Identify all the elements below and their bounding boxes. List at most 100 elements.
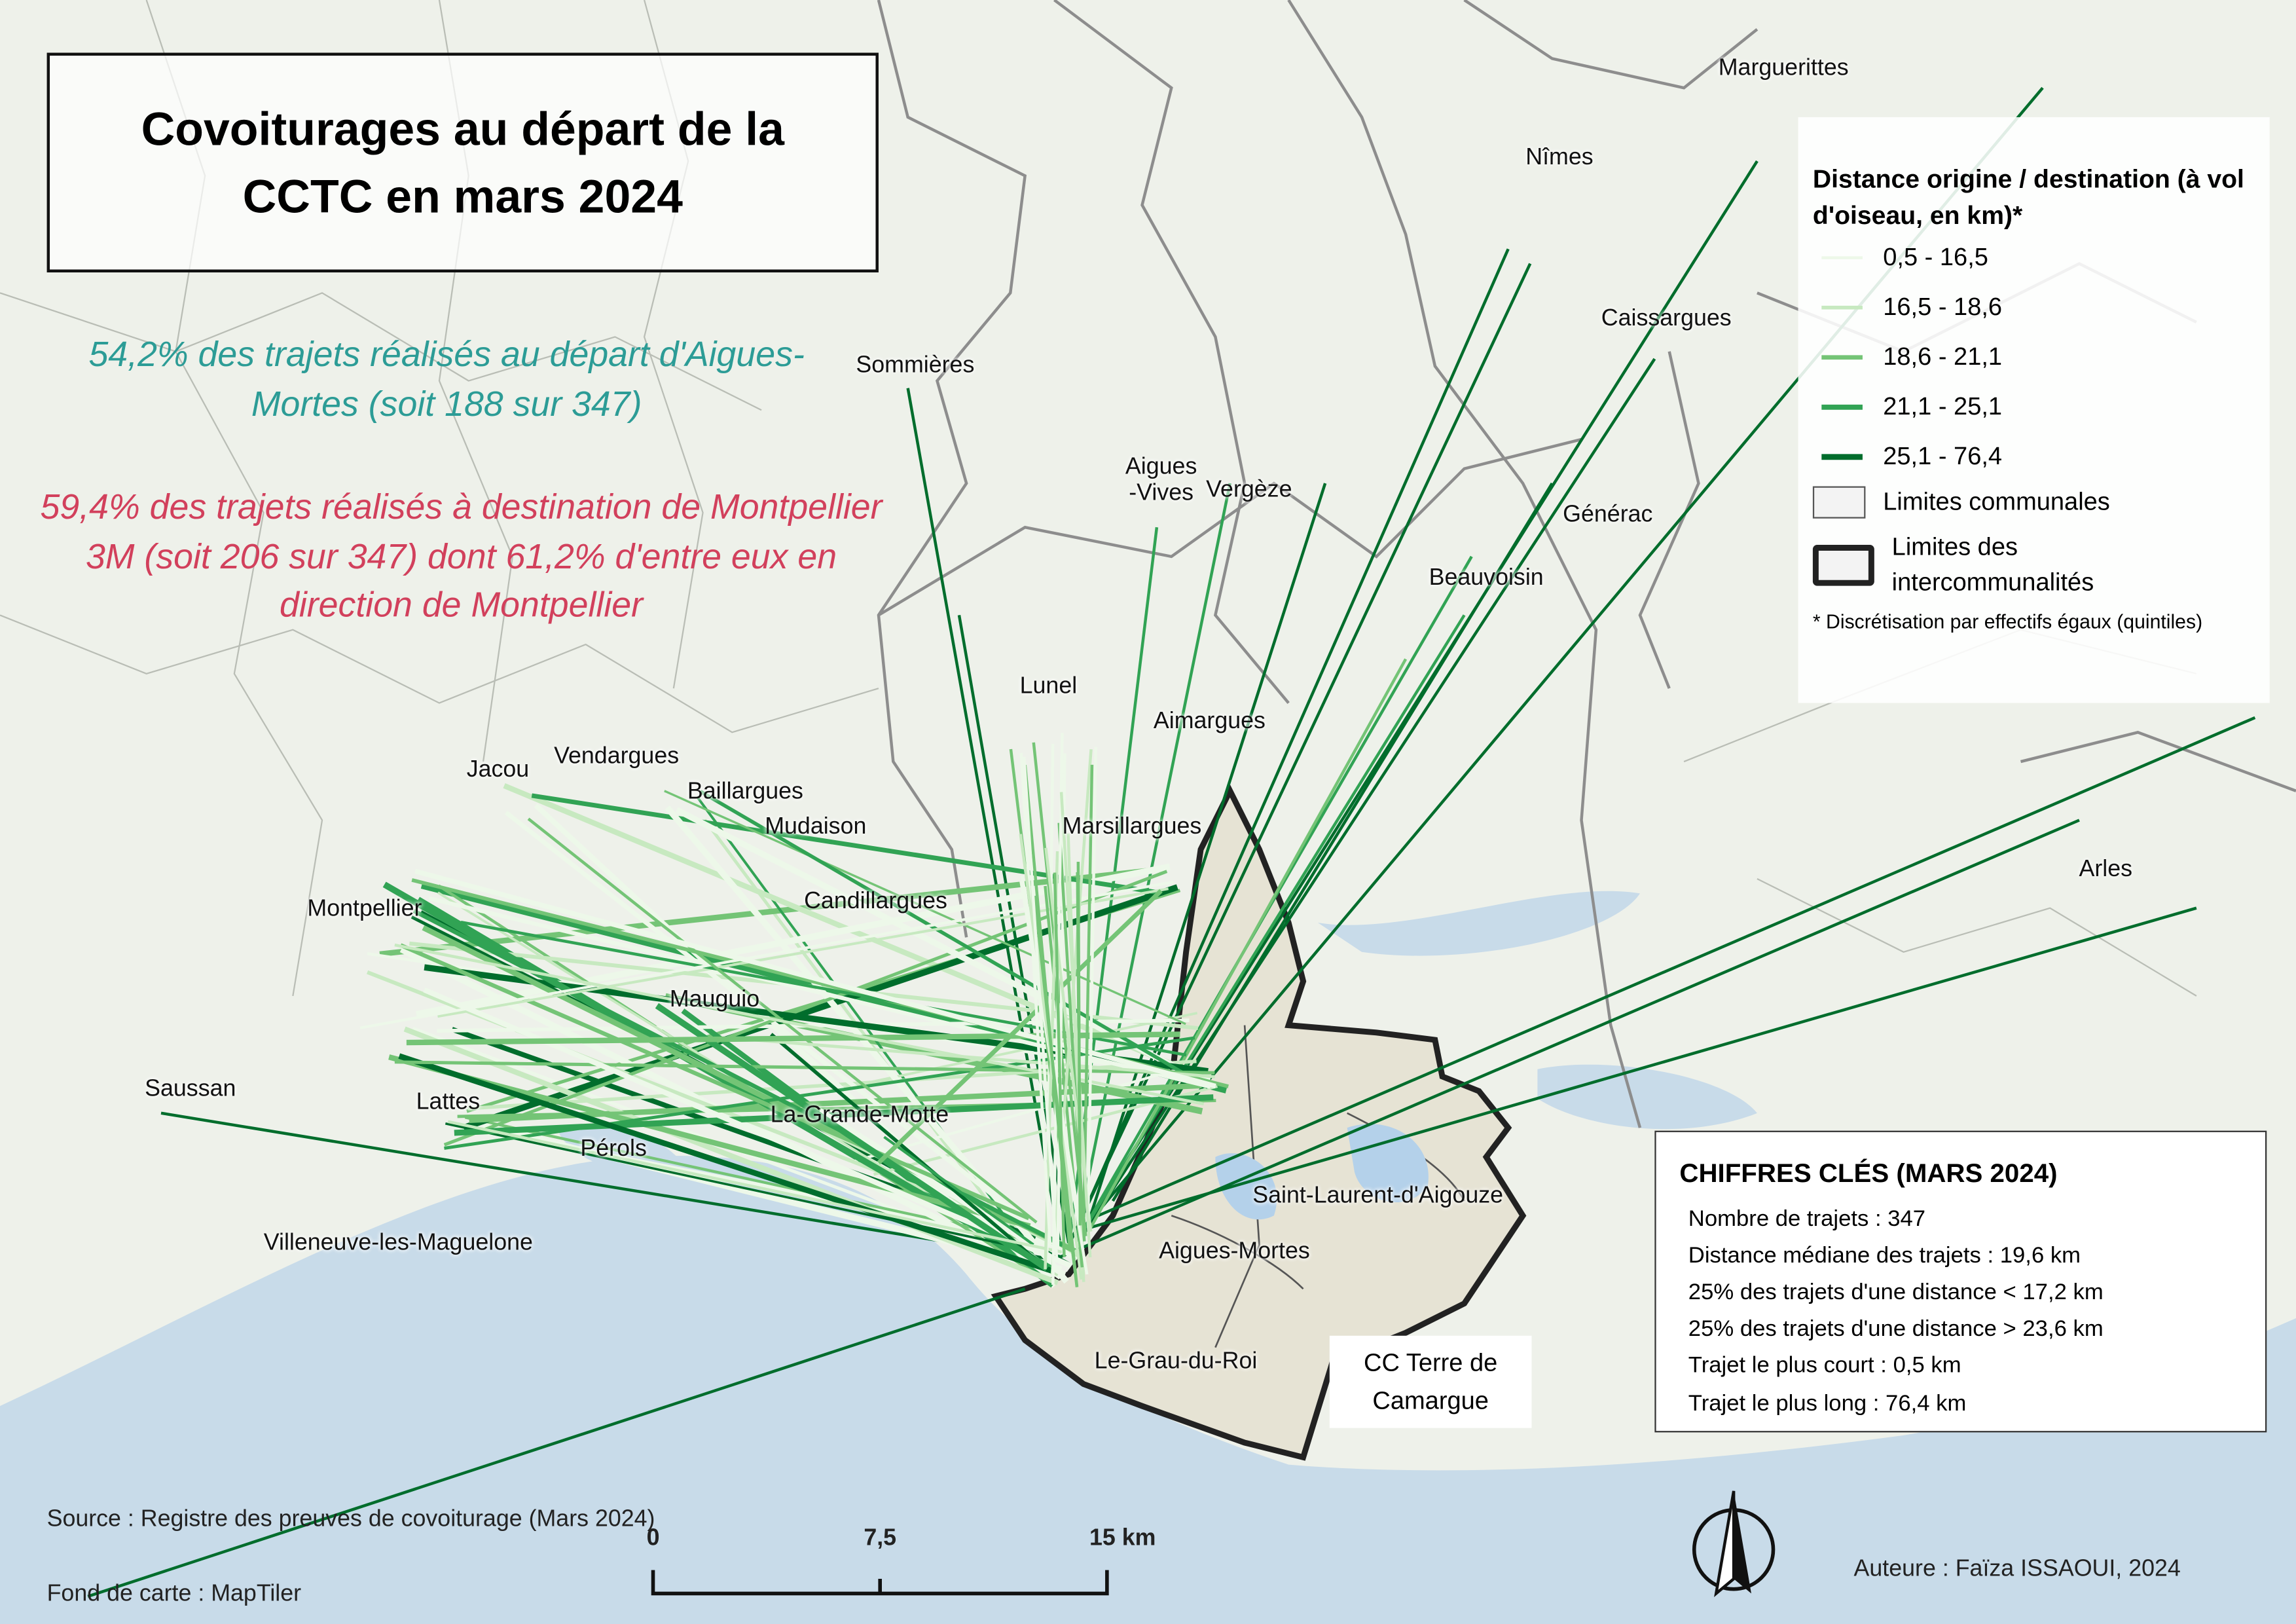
place-label: Mudaison (765, 815, 867, 840)
flow-line (87, 1287, 1026, 1598)
flow-line (811, 1012, 1198, 1096)
flow-line (818, 1108, 1057, 1263)
legend-item: Limites communales (1812, 485, 2255, 521)
north-arrow (1692, 1490, 1776, 1598)
scale-bar-line (651, 1570, 1109, 1596)
flow-line (1033, 895, 1079, 1287)
legend-swatch (1821, 404, 1863, 410)
key-figure: Distance médiane des trajets : 19,6 km (1688, 1244, 2081, 1269)
legend-classes: 0,5 - 16,5 16,5 - 18,6 18,6 - 21,1 21,1 - 2… (1813, 233, 2255, 482)
legend: Distance origine / destination (à vol d'… (1798, 117, 2270, 703)
flow-line (1053, 872, 1066, 1257)
legend-label: Limites des intercommunalités (1891, 532, 2094, 597)
flow-line (1076, 861, 1082, 1226)
place-label: Beauvoisin (1429, 565, 1544, 591)
north-right (1734, 1490, 1751, 1594)
flow-line (414, 868, 1216, 1089)
place-label: Montpellier (307, 896, 422, 922)
place-label: Saussan (145, 1077, 236, 1102)
flow-line (1032, 742, 1087, 1236)
legend-label: 18,6 - 21,1 (1883, 342, 2003, 371)
place-label: Vergèze (1206, 477, 1292, 503)
place-label: Arles (2079, 857, 2132, 882)
place-label: Candillargues (804, 889, 947, 915)
place-label: Aigues -Vives (1125, 454, 1197, 506)
flow-line (464, 1116, 1018, 1239)
title: Covoiturages au départ de la CCTC en mar… (141, 101, 784, 223)
key-figure: Nombre de trajets : 347 (1688, 1206, 1926, 1232)
flow-line (423, 987, 1072, 1268)
highlight-departure: 54,2% des trajets réalisés au départ d'A… (88, 335, 805, 424)
flow-line (655, 1003, 1049, 1272)
flow-line (883, 1135, 1034, 1246)
place-label: Caissargues (1601, 306, 1732, 331)
place-label: Générac (1563, 502, 1653, 528)
place-label: Nîmes (1525, 145, 1594, 170)
flow-line (1082, 764, 1094, 1218)
key-figure: Trajet le plus long : 76,4 km (1688, 1390, 1967, 1416)
place-label: Lattes (416, 1090, 481, 1115)
legend-title: Distance origine / destination (à vol d'… (1812, 164, 2244, 230)
flow-line (664, 790, 1186, 1025)
legend-item: 21,1 - 25,1 (1813, 382, 2255, 432)
title-box: Covoiturages au départ de la CCTC en mar… (46, 52, 879, 273)
legend-swatch (1821, 454, 1863, 460)
scale-bar (651, 1570, 1109, 1596)
legend-label: Limites communales (1883, 487, 2110, 516)
legend-box (1812, 487, 1866, 519)
place-label: Aigues-Mortes (1159, 1239, 1310, 1264)
flow-line (877, 889, 1163, 1165)
legend-label: 16,5 - 18,6 (1883, 293, 2003, 321)
legend-swatch (1821, 305, 1863, 310)
flow-line (445, 1122, 1061, 1258)
place-label: Baillargues (687, 779, 803, 805)
salt-marshes (1215, 1124, 1429, 1220)
key-figure: Trajet le plus court : 0,5 km (1688, 1354, 1961, 1379)
flow-line (1059, 792, 1092, 1258)
place-label: Aimargues (1153, 709, 1266, 734)
legend-note: * Discrétisation par effectifs égaux (qu… (1812, 610, 2203, 633)
flow-line (403, 1026, 1059, 1285)
place-label: Le-Grau-du-Roi (1094, 1349, 1258, 1375)
place-label: Pérols (580, 1137, 647, 1162)
key-figures-title: CHIFFRES CLÉS (MARS 2024) (1679, 1158, 2058, 1188)
flow-line (770, 1033, 1042, 1265)
place-label: Vendargues (554, 744, 680, 769)
flow-line (1067, 263, 1532, 1246)
legend-label: 21,1 - 25,1 (1883, 392, 2003, 420)
flow-line (699, 790, 1209, 1089)
flow-line (1082, 483, 1327, 1238)
place-label: Mauguio (669, 987, 760, 1012)
legend-swatch (1821, 256, 1863, 259)
legend-item: 0,5 - 16,5 (1813, 233, 2255, 283)
flow-line (1053, 819, 2080, 1261)
legend-label: 0,5 - 16,5 (1883, 243, 1988, 271)
flow-line (750, 1038, 1215, 1079)
sea (0, 1155, 2296, 1624)
flow-line (1022, 756, 1059, 1263)
flow-line (1074, 483, 1231, 1238)
territory-label: CC Terre de Camargue (1329, 1335, 1532, 1428)
legend-item: 18,6 - 21,1 (1813, 333, 2255, 382)
scale-label: 7,5 (864, 1526, 897, 1551)
key-figures: CHIFFRES CLÉS (MARS 2024) Nombre de traj… (1654, 1130, 2267, 1433)
communal-limits (877, 0, 2296, 1128)
flow-line (416, 863, 1171, 1018)
legend-label: 25,1 - 76,4 (1883, 442, 2003, 470)
key-figure: 25% des trajets d'une distance < 17,2 km (1688, 1280, 2104, 1306)
highlight-destination: 59,4% des trajets réalisés à destination… (40, 487, 883, 626)
flow-line (398, 1053, 1053, 1274)
key-figures-list: Nombre de trajets : 347 Distance médiane … (1679, 1201, 2242, 1422)
flow-line (1089, 658, 1408, 1228)
legend-item: Limites des intercommunalités (1812, 530, 2255, 602)
flow-line (399, 943, 1030, 1221)
place-label: Lunel (1019, 674, 1078, 699)
flow-line (1086, 747, 1097, 1221)
scale-label: 0 (646, 1526, 660, 1551)
place-label: Jacou (466, 757, 530, 783)
legend-item: 25,1 - 76,4 (1813, 432, 2255, 482)
author: Auteure : Faïza ISSAOUI, 2024 (1853, 1557, 2181, 1582)
basemap-credit: Fond de carte : MapTiler (46, 1581, 302, 1607)
